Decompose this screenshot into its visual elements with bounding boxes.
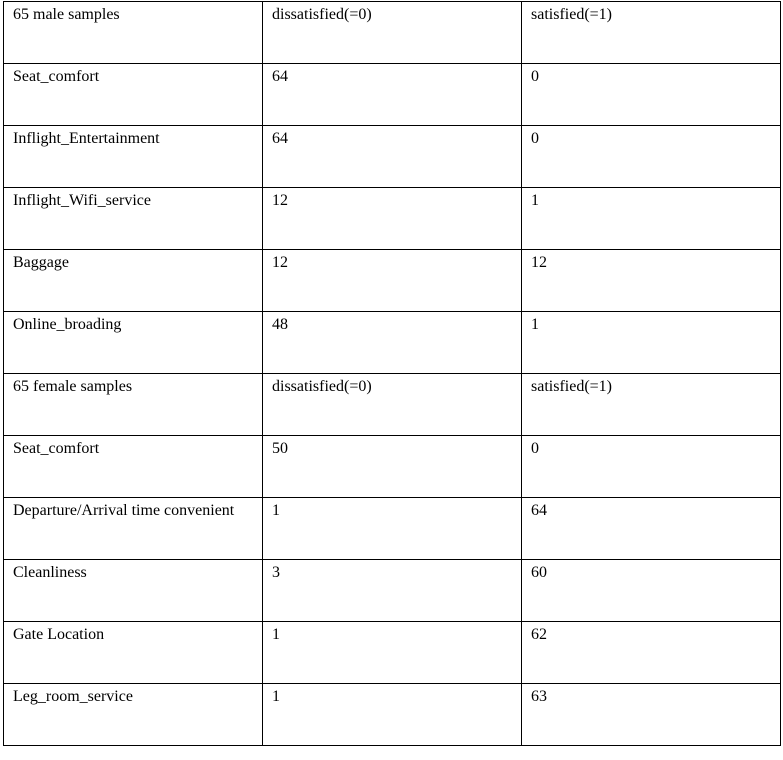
table-cell: 0 (521, 63, 781, 126)
table-cell: 1 (521, 311, 781, 374)
dissatisfied-count: 1 (272, 502, 280, 519)
attribute-label: Baggage (13, 254, 69, 271)
column-header-satisfied: satisfied(=1) (531, 378, 612, 395)
table-cell: Gate Location (3, 621, 263, 684)
table-cell: 1 (521, 187, 781, 250)
table-row: Seat_comfort 50 0 (3, 435, 781, 498)
column-header-dissatisfied: dissatisfied(=0) (272, 6, 372, 23)
table-cell: 64 (262, 63, 522, 126)
attribute-label: Seat_comfort (13, 440, 100, 457)
attribute-label: Departure/Arrival time convenient (13, 502, 235, 519)
satisfied-count: 1 (531, 316, 539, 333)
table-row: Seat_comfort 64 0 (3, 63, 781, 126)
table-cell: 1 (262, 621, 522, 684)
table-row: Leg_room_service 1 63 (3, 683, 781, 746)
table-cell: 1 (262, 683, 522, 746)
table-cell: 64 (262, 125, 522, 188)
table-cell: Seat_comfort (3, 63, 263, 126)
table-cell: dissatisfied(=0) (262, 1, 522, 64)
table-cell: 12 (262, 249, 522, 312)
table-cell: 64 (521, 497, 781, 560)
table-cell: Cleanliness (3, 559, 263, 622)
satisfied-count: 0 (531, 440, 539, 457)
dissatisfied-count: 1 (272, 688, 280, 705)
dissatisfied-count: 48 (272, 316, 288, 333)
table-cell: 62 (521, 621, 781, 684)
satisfied-count: 62 (531, 626, 547, 643)
table-cell: Seat_comfort (3, 435, 263, 498)
attribute-label: Online_broading (13, 316, 122, 333)
attribute-label: Seat_comfort (13, 68, 100, 85)
column-header-dissatisfied: dissatisfied(=0) (272, 378, 372, 395)
satisfied-count: 1 (531, 192, 539, 209)
attribute-label: Inflight_Entertainment (13, 130, 160, 147)
table-cell: Inflight_Entertainment (3, 125, 263, 188)
satisfied-count: 60 (531, 564, 547, 581)
table-cell: Leg_room_service (3, 683, 263, 746)
table-cell: dissatisfied(=0) (262, 373, 522, 436)
table-cell: satisfied(=1) (521, 1, 781, 64)
attribute-label: Leg_room_service (13, 688, 133, 705)
dissatisfied-count: 64 (272, 130, 288, 147)
table-row: 65 male samples dissatisfied(=0) satisfi… (3, 1, 781, 64)
table-row: Gate Location 1 62 (3, 621, 781, 684)
satisfied-count: 12 (531, 254, 547, 271)
table-cell: Baggage (3, 249, 263, 312)
satisfaction-table: 65 male samples dissatisfied(=0) satisfi… (3, 1, 781, 746)
attribute-label: Gate Location (13, 626, 105, 643)
table-cell: 0 (521, 435, 781, 498)
row-header-male-samples: 65 male samples (13, 6, 120, 23)
table-row: Inflight_Entertainment 64 0 (3, 125, 781, 188)
table-cell: 48 (262, 311, 522, 374)
table-cell: Inflight_Wifi_service (3, 187, 263, 250)
column-header-satisfied: satisfied(=1) (531, 6, 612, 23)
dissatisfied-count: 12 (272, 192, 288, 209)
dissatisfied-count: 12 (272, 254, 288, 271)
table-cell: 60 (521, 559, 781, 622)
table-cell: 12 (521, 249, 781, 312)
table-cell: Departure/Arrival time convenient (3, 497, 263, 560)
row-header-female-samples: 65 female samples (13, 378, 133, 395)
table-cell: Online_broading (3, 311, 263, 374)
table-cell: 65 female samples (3, 373, 263, 436)
satisfied-count: 63 (531, 688, 547, 705)
table-cell: 12 (262, 187, 522, 250)
table-row: Baggage 12 12 (3, 249, 781, 312)
attribute-label: Inflight_Wifi_service (13, 192, 151, 209)
dissatisfied-count: 50 (272, 440, 288, 457)
table-row: Cleanliness 3 60 (3, 559, 781, 622)
table-row: Inflight_Wifi_service 12 1 (3, 187, 781, 250)
table-cell: 3 (262, 559, 522, 622)
table-row: Online_broading 48 1 (3, 311, 781, 374)
table-cell: 1 (262, 497, 522, 560)
attribute-label: Cleanliness (13, 564, 87, 581)
table-cell: 63 (521, 683, 781, 746)
table-cell: 50 (262, 435, 522, 498)
table-cell: 65 male samples (3, 1, 263, 64)
dissatisfied-count: 64 (272, 68, 288, 85)
table-row: 65 female samples dissatisfied(=0) satis… (3, 373, 781, 436)
table-cell: 0 (521, 125, 781, 188)
table-row: Departure/Arrival time convenient 1 64 (3, 497, 781, 560)
dissatisfied-count: 1 (272, 626, 280, 643)
satisfied-count: 0 (531, 130, 539, 147)
satisfied-count: 0 (531, 68, 539, 85)
table-cell: satisfied(=1) (521, 373, 781, 436)
satisfied-count: 64 (531, 502, 547, 519)
dissatisfied-count: 3 (272, 564, 280, 581)
